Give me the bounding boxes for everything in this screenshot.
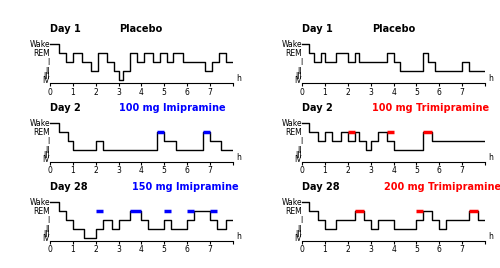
Text: h: h	[236, 75, 242, 83]
Text: h: h	[488, 75, 494, 83]
Text: Day 1: Day 1	[50, 24, 81, 34]
Text: 200 mg Trimipramine: 200 mg Trimipramine	[384, 182, 500, 192]
Text: Day 28: Day 28	[302, 182, 340, 192]
Text: 150 mg Imipramine: 150 mg Imipramine	[132, 182, 238, 192]
Text: Day 2: Day 2	[302, 103, 333, 113]
Text: h: h	[236, 232, 242, 241]
Text: 100 mg Imipramine: 100 mg Imipramine	[120, 103, 226, 113]
Text: Placebo: Placebo	[372, 24, 415, 34]
Text: Day 1: Day 1	[302, 24, 333, 34]
Text: Day 28: Day 28	[50, 182, 88, 192]
Text: h: h	[488, 153, 494, 162]
Text: h: h	[488, 232, 494, 241]
Text: Day 2: Day 2	[50, 103, 81, 113]
Text: h: h	[236, 153, 242, 162]
Text: Placebo: Placebo	[120, 24, 162, 34]
Text: 100 mg Trimipramine: 100 mg Trimipramine	[372, 103, 489, 113]
